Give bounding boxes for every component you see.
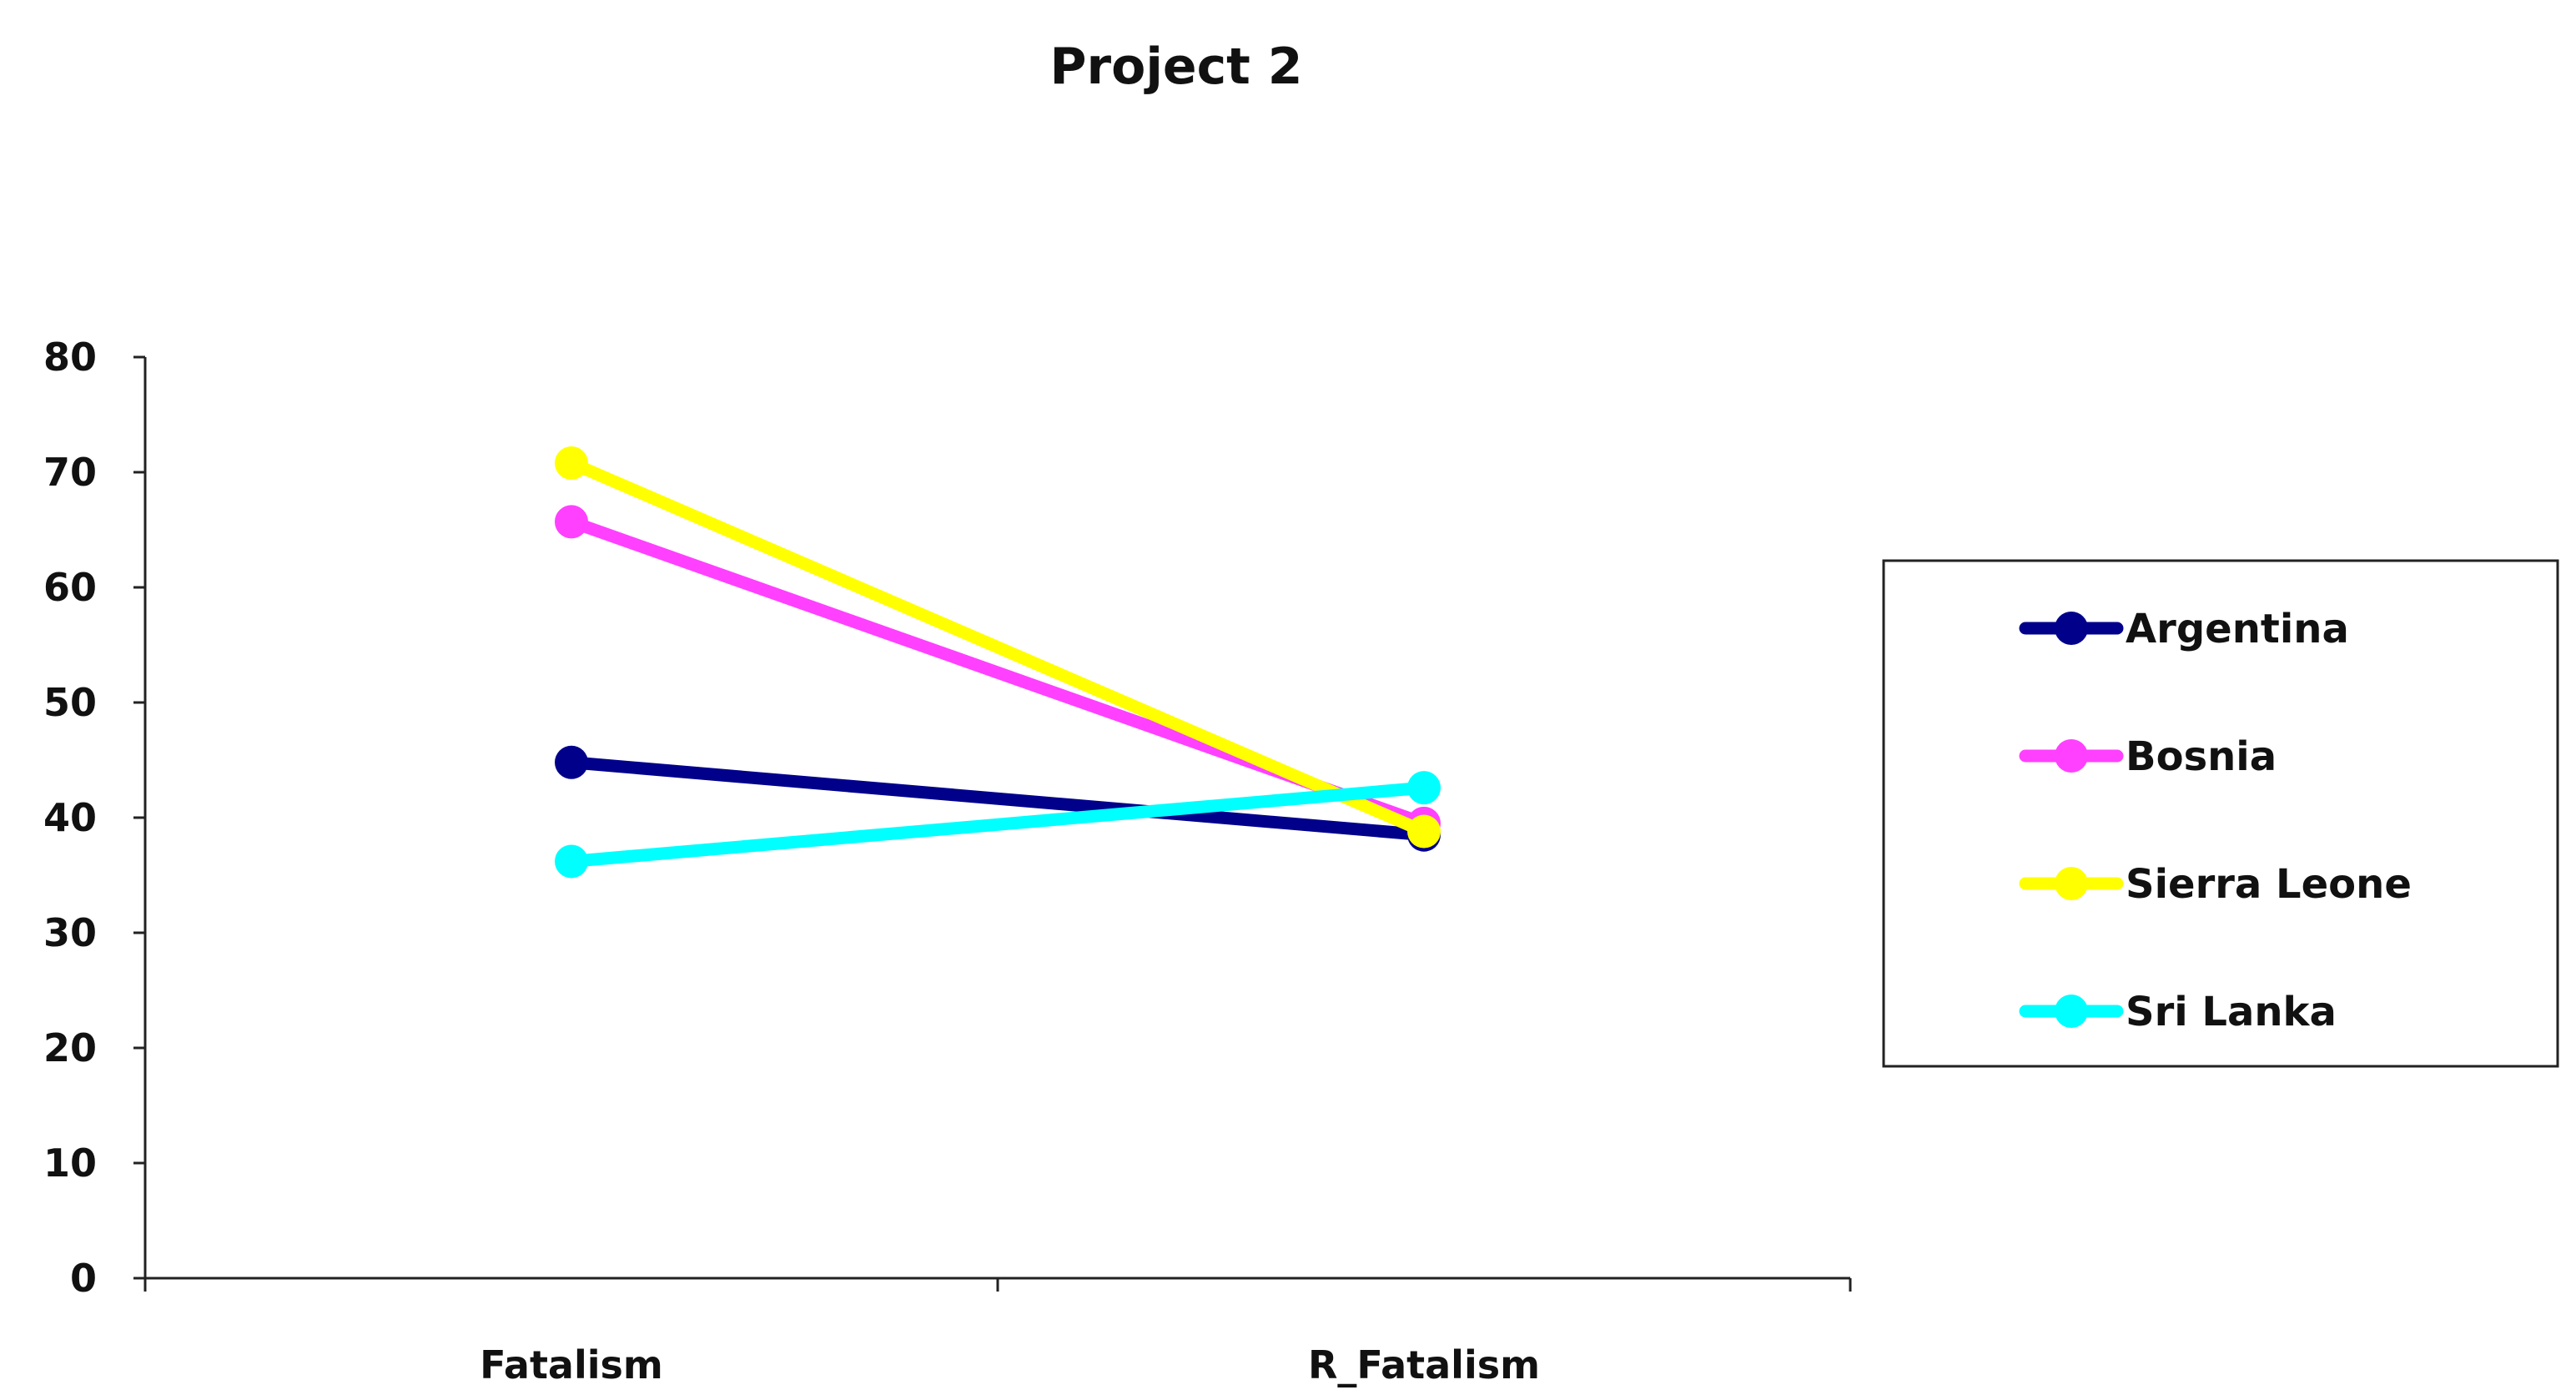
y-tick-label: 60 — [43, 565, 97, 610]
data-point — [555, 745, 588, 779]
series-bosnia — [555, 505, 1441, 840]
legend-items: Argentina Bosnia Sierra Leone Sri Lanka — [2019, 606, 2412, 1035]
x-axis-ticks: Fatalism R_Fatalism — [143, 1278, 1852, 1387]
series-layer — [555, 446, 1441, 879]
data-point — [1407, 814, 1441, 849]
legend-item: Sri Lanka — [2019, 989, 2337, 1035]
axes — [143, 357, 1850, 1280]
data-point — [555, 446, 588, 480]
legend-label: Sri Lanka — [2126, 989, 2337, 1035]
series-line — [565, 456, 1431, 838]
legend-swatch-marker — [2055, 995, 2088, 1028]
data-point — [1407, 771, 1441, 805]
y-tick-label: 80 — [43, 335, 97, 380]
x-tick-label: R_Fatalism — [1308, 1342, 1540, 1387]
legend-label: Argentina — [2126, 606, 2349, 652]
legend-label: Bosnia — [2126, 733, 2277, 780]
legend-item: Argentina — [2019, 606, 2349, 652]
data-point — [555, 505, 588, 539]
y-tick-label: 30 — [43, 910, 97, 955]
series-sierra-leone — [555, 446, 1441, 849]
legend-swatch-marker — [2055, 612, 2088, 645]
y-tick-label: 50 — [43, 680, 97, 725]
series-line — [565, 781, 1431, 868]
y-tick-label: 0 — [70, 1256, 97, 1301]
legend-label: Sierra Leone — [2126, 861, 2412, 908]
chart-title: Project 2 — [1050, 38, 1303, 96]
x-tick-label: Fatalism — [480, 1342, 663, 1387]
legend-box — [1882, 559, 2559, 1068]
y-tick-label: 40 — [43, 795, 97, 840]
legend-item: Sierra Leone — [2019, 861, 2412, 908]
series-sri-lanka — [555, 771, 1441, 879]
legend-item: Bosnia — [2019, 733, 2277, 780]
y-axis-ticks: 0 10 20 30 40 50 60 70 80 — [43, 335, 145, 1301]
data-point — [555, 844, 588, 879]
legend-swatch-marker — [2055, 867, 2088, 900]
y-tick-label: 70 — [43, 450, 97, 495]
legend: Argentina Bosnia Sierra Leone Sri Lanka — [1882, 559, 2559, 1068]
y-tick-label: 10 — [43, 1141, 97, 1186]
legend-swatch-marker — [2055, 739, 2088, 773]
y-tick-label: 20 — [43, 1025, 97, 1070]
series-line — [565, 756, 1431, 842]
